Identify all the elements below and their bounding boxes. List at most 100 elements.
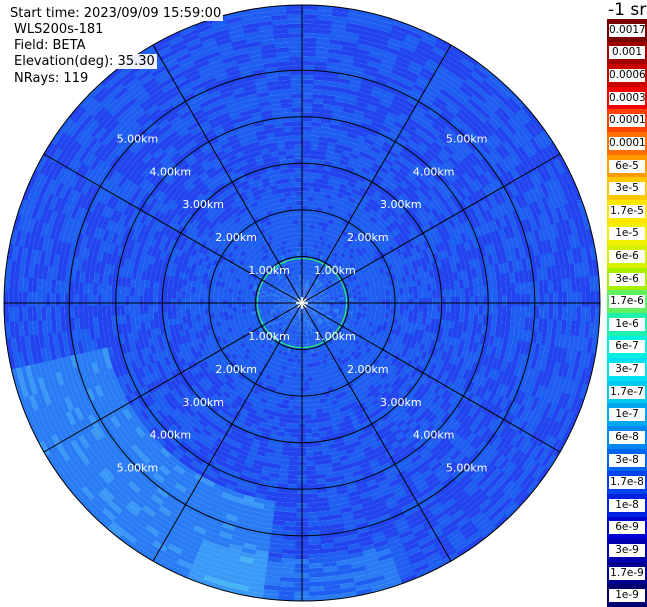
range-gate-cell <box>305 451 315 457</box>
range-gate-cell <box>340 154 351 162</box>
range-gate-cell <box>313 84 327 91</box>
range-gate-cell <box>376 197 386 207</box>
range-gate-cell <box>491 253 499 266</box>
range-gate-cell <box>516 294 521 308</box>
range-gate-cell <box>441 289 447 299</box>
range-gate-cell <box>292 596 310 601</box>
range-gate-cell <box>545 195 556 212</box>
range-gate-cell <box>362 112 376 122</box>
range-gate-cell <box>302 140 312 145</box>
range-gate-cell <box>344 98 358 106</box>
range-gate-cell <box>468 287 475 298</box>
range-gate-cell <box>457 189 468 202</box>
range-gate-cell <box>504 100 519 116</box>
range-gate-cell <box>482 285 489 297</box>
range-gate-cell <box>455 305 461 315</box>
range-gate-cell <box>399 293 405 300</box>
range-gate-cell <box>380 304 386 309</box>
range-gate-cell <box>339 63 354 72</box>
range-gate-cell <box>488 295 493 307</box>
range-gate-cell <box>309 409 317 415</box>
range-gate-cell <box>368 197 377 206</box>
range-gate-cell <box>454 313 460 323</box>
range-gate-cell <box>361 310 367 315</box>
range-gate-cell <box>493 89 509 105</box>
range-gate-cell <box>305 297 310 301</box>
range-gate-cell <box>381 162 393 172</box>
range-gate-cell <box>293 572 310 578</box>
range-gate-cell <box>403 309 409 317</box>
range-gate-cell <box>338 68 353 76</box>
range-gate-cell <box>377 277 384 284</box>
range-gate-cell <box>278 581 295 587</box>
range-gate-cell <box>307 191 315 197</box>
range-gate-cell <box>306 511 319 518</box>
range-gate-cell <box>304 280 307 285</box>
range-gate-cell <box>418 39 436 52</box>
range-gate-cell <box>384 46 401 57</box>
range-gate-cell <box>434 168 446 181</box>
range-gate-cell <box>450 73 466 87</box>
range-gate-cell <box>409 152 421 164</box>
range-gate-cell <box>536 132 551 150</box>
range-gate-cell <box>472 277 479 289</box>
range-gate-cell <box>287 465 298 471</box>
range-gate-cell <box>302 247 306 252</box>
range-gate-cell <box>460 57 477 72</box>
range-gate-cell <box>354 105 367 114</box>
range-gate-cell <box>342 268 348 274</box>
range-gate-cell <box>472 148 485 162</box>
range-gate-cell <box>512 181 524 197</box>
range-gate-cell <box>325 253 331 259</box>
range-gate-cell <box>318 192 326 199</box>
range-gate-cell <box>334 148 345 155</box>
range-gate-cell <box>349 152 360 161</box>
range-gate-cell <box>384 312 390 319</box>
range-gate-cell <box>494 229 503 243</box>
range-gate-cell <box>483 305 489 317</box>
range-gate-cell <box>348 303 354 307</box>
range-gate-cell <box>496 284 503 297</box>
range-gate-cell <box>407 215 417 226</box>
range-gate-cell <box>280 548 296 555</box>
range-gate-cell <box>345 265 352 271</box>
range-gate-cell <box>504 272 511 286</box>
range-gate-cell <box>324 284 330 289</box>
range-gate-cell <box>472 204 482 217</box>
range-gate-cell <box>350 172 360 181</box>
range-gate-cell <box>513 247 522 262</box>
range-gate-cell <box>304 284 307 290</box>
range-gate-cell <box>284 507 297 513</box>
range-gate-cell <box>302 289 304 294</box>
range-gate-cell <box>303 358 307 364</box>
range-gate-cell <box>380 272 387 279</box>
range-gate-cell <box>356 287 362 293</box>
range-gate-cell <box>442 57 460 71</box>
range-gate-cell <box>310 130 322 137</box>
range-gate-cell <box>306 516 320 522</box>
range-gate-cell <box>411 230 420 240</box>
range-gate-cell <box>302 79 315 85</box>
range-gate-cell <box>391 24 410 35</box>
range-gate-cell <box>282 525 297 532</box>
range-gate-cell <box>308 590 326 597</box>
range-gate-cell <box>331 276 337 282</box>
range-gate-cell <box>336 82 350 90</box>
range-gate-cell <box>515 234 524 249</box>
range-gate-cell <box>330 250 336 257</box>
range-gate-cell <box>319 277 325 283</box>
range-gate-cell <box>313 284 317 289</box>
range-gate-cell <box>588 322 595 340</box>
range-gate-cell <box>510 197 521 212</box>
range-gate-cell <box>309 399 316 406</box>
range-gate-cell <box>562 188 574 206</box>
range-gate-cell <box>307 292 312 297</box>
range-gate-cell <box>302 223 307 229</box>
range-gate-cell <box>427 108 441 120</box>
range-gate-cell <box>581 230 590 248</box>
range-gate-cell <box>404 298 410 305</box>
range-gate-cell <box>375 307 381 313</box>
range-gate-cell <box>446 122 460 136</box>
range-gate-cell <box>394 304 400 310</box>
range-gate-cell <box>455 288 461 298</box>
